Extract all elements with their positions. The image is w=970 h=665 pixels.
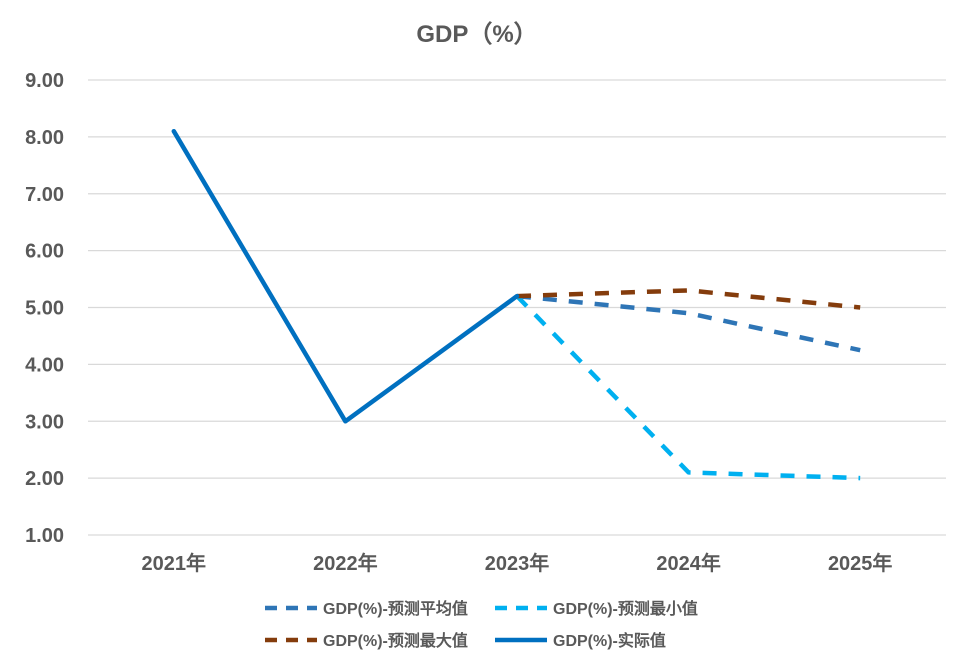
y-tick-label: 2.00 (25, 468, 64, 490)
series-line-2 (516, 288, 861, 310)
chart-title: GDP（%） (416, 21, 537, 48)
series-line-0 (516, 293, 861, 353)
y-tick-label: 5.00 (25, 298, 64, 320)
y-tick-label: 4.00 (25, 354, 64, 376)
legend: GDP(%)-预测平均值 GDP(%)-预测最小值 GDP(%)-预测最大值 GDP(… (265, 599, 698, 650)
x-tick-label: 2022年 (313, 551, 378, 575)
series-line-3 (171, 128, 520, 424)
legend-label-3: GDP(%)-实际值 (553, 631, 666, 650)
y-tick-label: 1.00 (25, 525, 64, 547)
x-axis-tick-labels: 2021年 2022年 2023年 2024年 2025年 (142, 551, 893, 575)
gridlines (88, 79, 946, 536)
legend-label-1: GDP(%)-预测最小值 (553, 599, 698, 618)
y-tick-label: 9.00 (25, 70, 64, 92)
y-tick-label: 8.00 (25, 127, 64, 149)
x-tick-label: 2024年 (656, 551, 721, 575)
x-tick-label: 2023年 (485, 551, 550, 575)
legend-label-2: GDP(%)-预测最大值 (323, 631, 468, 650)
series-line-1 (515, 294, 861, 481)
series-lines (171, 128, 861, 481)
y-axis-tick-labels: 9.00 8.00 7.00 6.00 5.00 4.00 3.00 2.00 1.00 (25, 70, 64, 547)
y-tick-label: 6.00 (25, 241, 64, 263)
y-tick-label: 7.00 (25, 184, 64, 206)
x-tick-label: 2021年 (142, 551, 207, 575)
y-tick-label: 3.00 (25, 411, 64, 433)
x-tick-label: 2025年 (828, 551, 893, 575)
legend-label-0: GDP(%)-预测平均值 (323, 599, 468, 618)
